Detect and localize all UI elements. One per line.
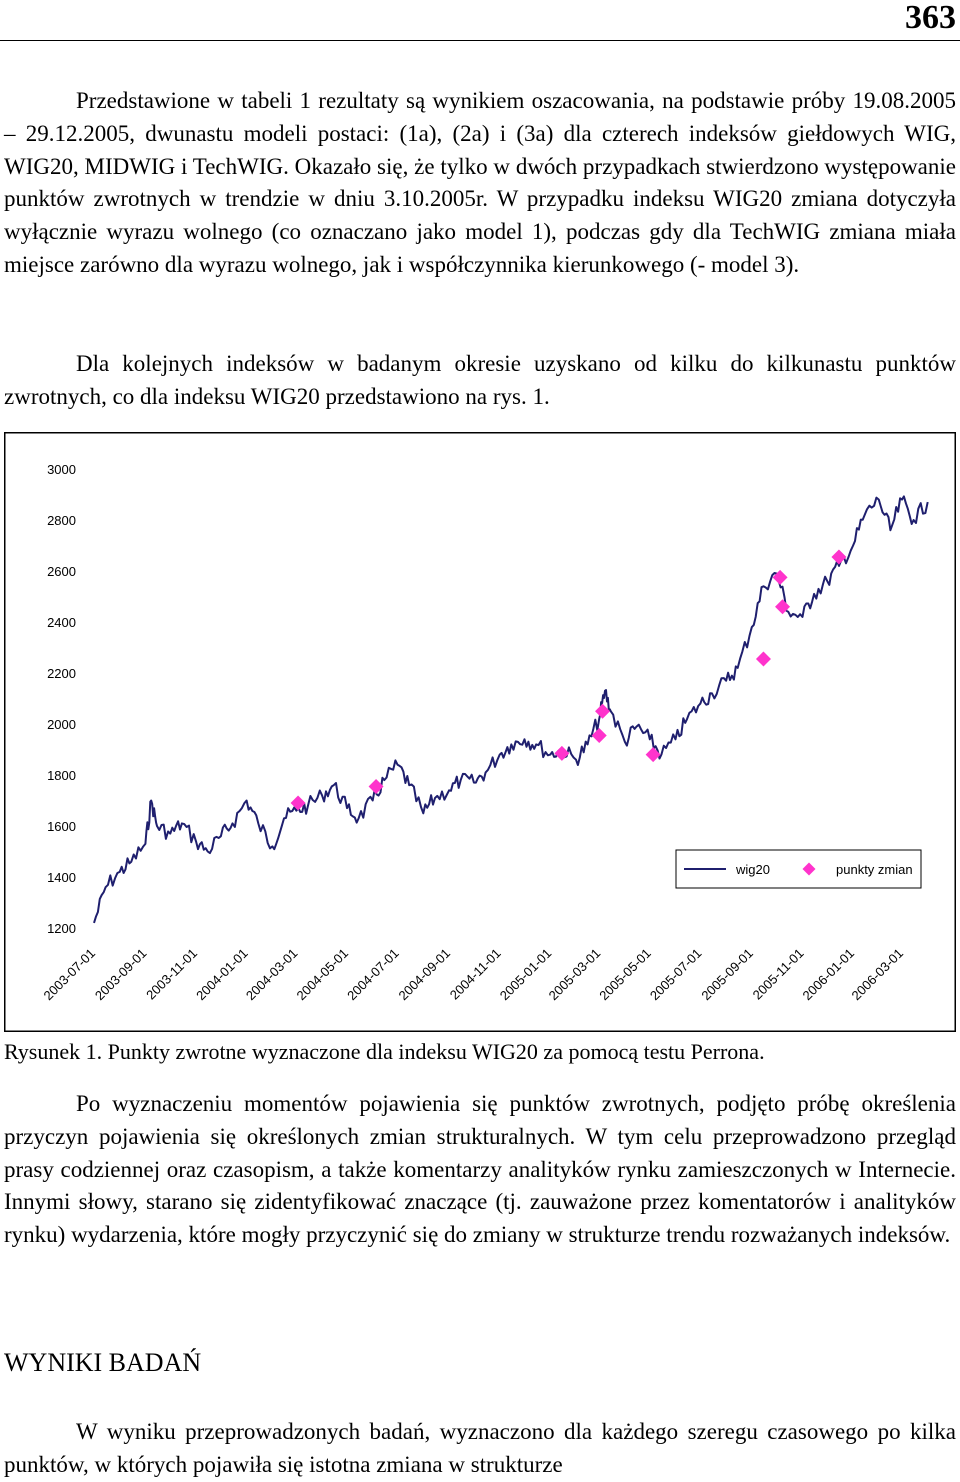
- page-number: 363: [905, 0, 956, 36]
- change-point-marker: [645, 747, 661, 763]
- x-tick-label: 2005-05-01: [596, 946, 654, 1004]
- x-tick-label: 2004-01-01: [193, 946, 251, 1004]
- change-point-marker: [290, 795, 306, 811]
- change-point-marker: [368, 778, 384, 794]
- x-tick-label: 2004-07-01: [344, 946, 402, 1004]
- y-tick-label: 2000: [47, 717, 76, 732]
- y-tick-label: 1200: [47, 921, 76, 936]
- x-tick-label: 2005-11-01: [750, 946, 807, 1003]
- paragraph-1: Przedstawione w tabeli 1 rezultaty są wy…: [4, 88, 956, 277]
- y-tick-label: 1800: [47, 768, 76, 783]
- change-point-marker: [775, 599, 791, 615]
- figure-caption: Rysunek 1. Punkty zwrotne wyznaczone dla…: [4, 1039, 765, 1064]
- change-point-marker: [595, 703, 611, 719]
- y-tick-label: 2200: [47, 666, 76, 681]
- paragraph-3: Po wyznaczeniu momentów pojawienia się p…: [4, 1091, 956, 1248]
- x-tick-label: 2004-03-01: [243, 946, 301, 1004]
- change-point-marker: [591, 727, 607, 743]
- x-tick-label: 2004-09-01: [396, 946, 454, 1004]
- y-tick-label: 2400: [47, 615, 76, 630]
- section-heading: WYNIKI BADAŃ: [4, 1348, 202, 1377]
- x-tick-label: 2004-11-01: [447, 946, 504, 1003]
- y-tick-label: 1400: [47, 870, 76, 885]
- x-tick-label: 2005-03-01: [546, 946, 604, 1004]
- change-point-marker: [772, 569, 788, 585]
- x-tick-label: 2005-09-01: [698, 946, 756, 1004]
- change-point-marker: [831, 549, 847, 565]
- x-tick-label: 2005-07-01: [647, 946, 705, 1004]
- wig20-series-line: [93, 495, 929, 924]
- change-point-marker: [554, 745, 570, 761]
- paragraph-4: W wyniku przeprowadzonych badań, wyznacz…: [4, 1419, 956, 1477]
- legend-label-points: punkty zmian: [836, 862, 913, 877]
- y-tick-label: 2800: [47, 513, 76, 528]
- x-tick-label: 2003-11-01: [143, 946, 200, 1003]
- x-tick-label: 2003-09-01: [92, 946, 150, 1004]
- x-tick-label: 2005-01-01: [497, 946, 555, 1004]
- x-tick-label: 2003-07-01: [40, 946, 98, 1004]
- legend-label-wig20: wig20: [735, 862, 770, 877]
- header-rule: [0, 40, 960, 41]
- chart-border: [4, 432, 956, 1032]
- y-tick-label: 3000: [47, 462, 76, 477]
- legend-marker-swatch: [802, 862, 816, 876]
- change-point-marker: [755, 651, 771, 667]
- figure-chart: 3000 2800 2600 2400 2200 2000 1800 1600 1400 1200…: [4, 432, 956, 1032]
- y-tick-label: 1600: [47, 819, 76, 834]
- paragraph-2: Dla kolejnych indeksów w badanym okresie…: [4, 351, 956, 409]
- x-tick-label: 2006-03-01: [848, 946, 906, 1004]
- x-tick-label: 2004-05-01: [294, 946, 352, 1004]
- y-tick-label: 2600: [47, 564, 76, 579]
- wig20-line-chart: 3000 2800 2600 2400 2200 2000 1800 1600 1400 1200…: [4, 432, 956, 1032]
- x-tick-label: 2006-01-01: [800, 946, 858, 1004]
